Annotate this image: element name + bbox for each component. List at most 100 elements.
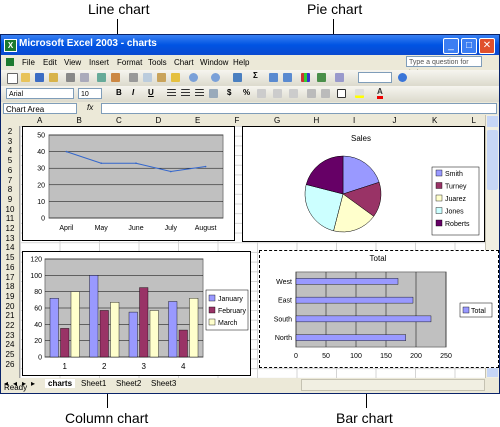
scroll-up-icon[interactable] [487,116,498,127]
row-header-2[interactable]: 2 [7,127,13,136]
maximize-icon[interactable]: □ [461,38,477,54]
column-header-b[interactable]: B [76,116,82,125]
research-icon[interactable] [111,73,120,82]
percent-icon[interactable]: % [243,88,251,97]
menu-view[interactable]: View [64,58,82,67]
bold-button[interactable]: B [116,88,122,97]
sheet-tab-charts[interactable]: charts [45,379,76,388]
row-header-4[interactable]: 4 [7,146,13,156]
print-icon[interactable] [66,73,75,82]
decrease-indent-icon[interactable] [307,89,316,98]
merge-center-icon[interactable] [209,89,218,98]
row-header-10[interactable]: 10 [5,204,15,214]
row-header-6[interactable]: 6 [7,165,13,175]
sort-icon[interactable] [269,73,278,82]
currency-icon[interactable]: $ [227,88,232,97]
column-header-e[interactable]: E [195,116,201,125]
chart-wizard-icon[interactable] [301,73,310,82]
row-header-5[interactable]: 5 [7,156,13,166]
drawing-icon[interactable] [317,73,326,82]
row-header-9[interactable]: 9 [7,194,13,204]
menu-tools[interactable]: Tools [148,58,167,67]
help-input[interactable]: Type a question for help [406,56,482,77]
pie-chart[interactable]: Sales Smith Turney Juarez Jones Roberts [242,126,485,242]
title-bar[interactable]: X Microsoft Excel 2003 - charts _ □ ✕ [1,35,499,55]
last-sheet-icon[interactable]: ▸ [31,379,36,388]
horizontal-scrollbar[interactable] [301,379,485,391]
column-header-f[interactable]: F [234,116,240,125]
menu-window[interactable]: Window [200,58,229,67]
scroll-thumb[interactable] [487,130,498,190]
decrease-decimal-icon[interactable] [289,89,298,98]
row-header-13[interactable]: 13 [5,233,15,243]
row-header-23[interactable]: 23 [5,330,15,340]
row-header-22[interactable]: 22 [5,321,15,330]
row-header-25[interactable]: 25 [5,350,15,360]
column-header-l[interactable]: L [471,116,476,125]
menu-chart[interactable]: Chart [174,58,194,67]
border-icon[interactable] [337,89,346,98]
row-header-21[interactable]: 21 [5,311,15,321]
font-select[interactable]: Arial [6,88,74,99]
row-header-19[interactable]: 19 [5,291,15,301]
menu-format[interactable]: Format [117,58,143,67]
row-header-3[interactable]: 3 [7,136,13,146]
zoom-icon[interactable] [335,73,344,82]
save-icon[interactable] [35,73,44,82]
redo-icon[interactable] [211,73,220,82]
zoom-select[interactable] [358,72,392,83]
next-sheet-icon[interactable]: ▸ [22,379,27,388]
center-icon[interactable] [181,89,190,98]
column-chart[interactable]: 0 20 40 60 80 100 120 1 2 3 4 January February March [22,251,251,376]
increase-indent-icon[interactable] [321,89,330,98]
font-size-select[interactable]: 10 [78,88,102,99]
menu-help[interactable]: Help [233,58,250,67]
column-header-a[interactable]: A [37,116,43,125]
font-color-icon[interactable]: A [377,88,383,99]
spelling-icon[interactable] [97,73,106,82]
sheet-tab-sheet2[interactable]: Sheet2 [116,379,142,388]
row-header-17[interactable]: 17 [5,272,15,282]
new-icon[interactable] [7,73,18,84]
scroll-down-icon[interactable] [487,366,498,377]
sort-desc-icon[interactable] [283,73,292,82]
row-header-11[interactable]: 11 [5,214,15,224]
row-header-15[interactable]: 15 [5,253,15,263]
sheet-tab-sheet3[interactable]: Sheet3 [151,379,177,388]
row-header-20[interactable]: 20 [5,301,15,311]
row-header-7[interactable]: 7 [7,175,13,185]
column-header-g[interactable]: G [274,116,281,125]
comma-icon[interactable] [257,89,266,98]
permission-icon[interactable] [49,73,58,82]
first-sheet-icon[interactable]: ◂ [4,379,9,388]
function-icon[interactable]: fx [87,103,94,112]
column-header-j[interactable]: J [392,116,397,125]
underline-button[interactable]: U [148,88,154,97]
open-icon[interactable] [21,73,30,82]
column-header-k[interactable]: K [432,116,438,125]
paste-icon[interactable] [157,73,166,82]
menu-edit[interactable]: Edit [43,58,57,67]
menu-insert[interactable]: Insert [89,58,110,67]
name-box[interactable]: Chart Area [3,103,77,114]
column-header-c[interactable]: C [116,116,122,125]
format-painter-icon[interactable] [171,73,180,82]
line-chart[interactable]: 0 10 20 30 40 50 April May June July August [22,126,235,241]
cut-icon[interactable] [129,73,138,82]
bar-chart[interactable]: Total 0 50 100 150 200 250 West East South North To… [259,250,499,368]
copy-icon[interactable] [143,73,152,82]
row-header-18[interactable]: 18 [5,282,15,292]
row-header-8[interactable]: 8 [7,185,13,195]
undo-icon[interactable] [189,73,198,82]
align-left-icon[interactable] [167,89,176,98]
increase-decimal-icon[interactable] [273,89,282,98]
close-icon[interactable]: ✕ [479,38,495,54]
excel-doc-icon[interactable] [6,58,14,66]
row-header-14[interactable]: 14 [5,243,15,253]
row-header-24[interactable]: 24 [5,340,15,350]
fill-color-icon[interactable] [355,89,364,98]
menu-file[interactable]: File [22,58,35,67]
minimize-icon[interactable]: _ [443,38,459,54]
column-header-h[interactable]: H [313,116,320,125]
column-header-d[interactable]: D [155,116,162,125]
